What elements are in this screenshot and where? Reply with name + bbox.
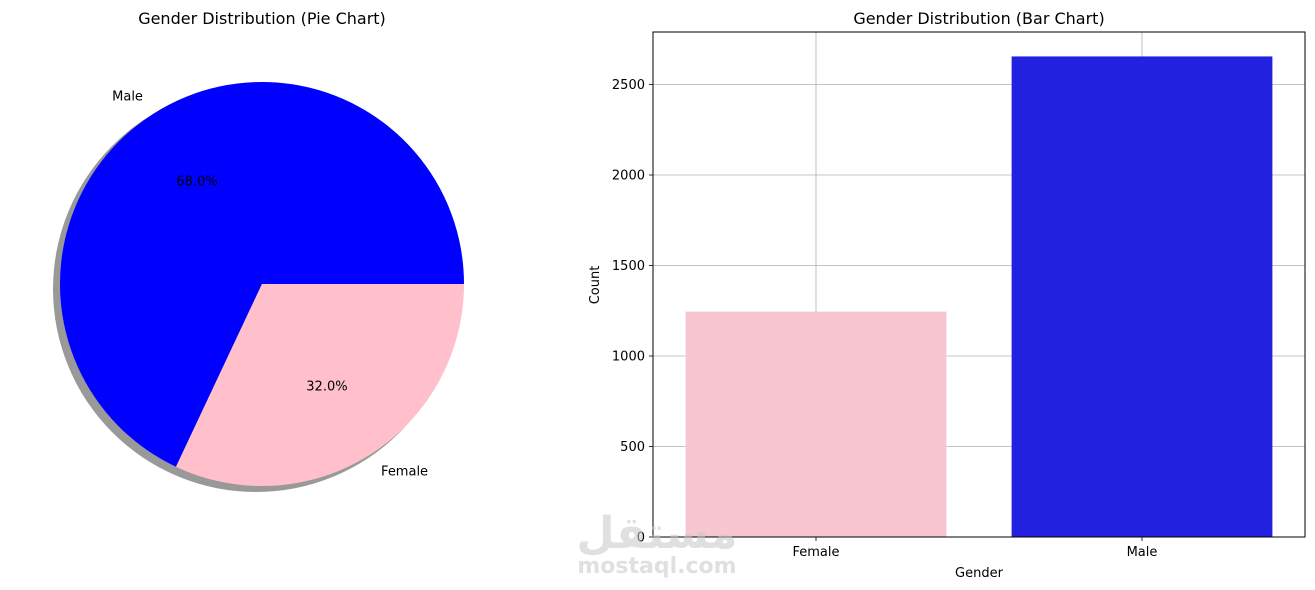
watermark-arabic: مستقل <box>577 508 738 559</box>
pie-chart: Gender Distribution (Pie Chart) Male 68.0… <box>53 9 465 492</box>
watermark-latin: mostaql.com <box>577 554 736 579</box>
bar-female <box>685 311 947 537</box>
x-axis-label: Gender <box>955 566 1004 581</box>
x-tick-label: Female <box>792 545 839 560</box>
watermark: مستقل mostaql.com <box>577 508 738 579</box>
pie-pct-male: 68.0% <box>176 175 217 190</box>
bar-chart: Gender Distribution (Bar Chart) 0 500 1000… <box>588 9 1306 581</box>
bar-male <box>1011 56 1273 537</box>
y-tick-label: 2000 <box>612 168 645 183</box>
y-tick-label: 1000 <box>612 349 645 364</box>
pie-slice-female <box>175 284 464 486</box>
pie-label-female: Female <box>381 465 428 480</box>
x-tick-label: Male <box>1127 545 1158 560</box>
pie-slices <box>60 81 465 486</box>
y-tick-label: 1500 <box>612 259 645 274</box>
pie-label-male: Male <box>112 89 143 104</box>
pie-slice-male <box>60 81 465 467</box>
y-axis-label: Count <box>588 266 603 305</box>
pie-labels: Male 68.0% Female 32.0% <box>112 89 428 479</box>
pie-title: Gender Distribution (Pie Chart) <box>138 9 386 28</box>
bar-title: Gender Distribution (Bar Chart) <box>853 9 1104 28</box>
y-tick-label: 2500 <box>612 78 645 93</box>
y-tick-label: 0 <box>637 531 645 546</box>
y-tick-label: 500 <box>620 440 645 455</box>
plot-frame <box>652 31 1306 538</box>
pie-pct-female: 32.0% <box>306 379 347 394</box>
bar-ticks: 0 500 1000 1500 2000 2500 Female Male <box>612 78 1157 560</box>
bar-bars <box>685 56 1273 537</box>
